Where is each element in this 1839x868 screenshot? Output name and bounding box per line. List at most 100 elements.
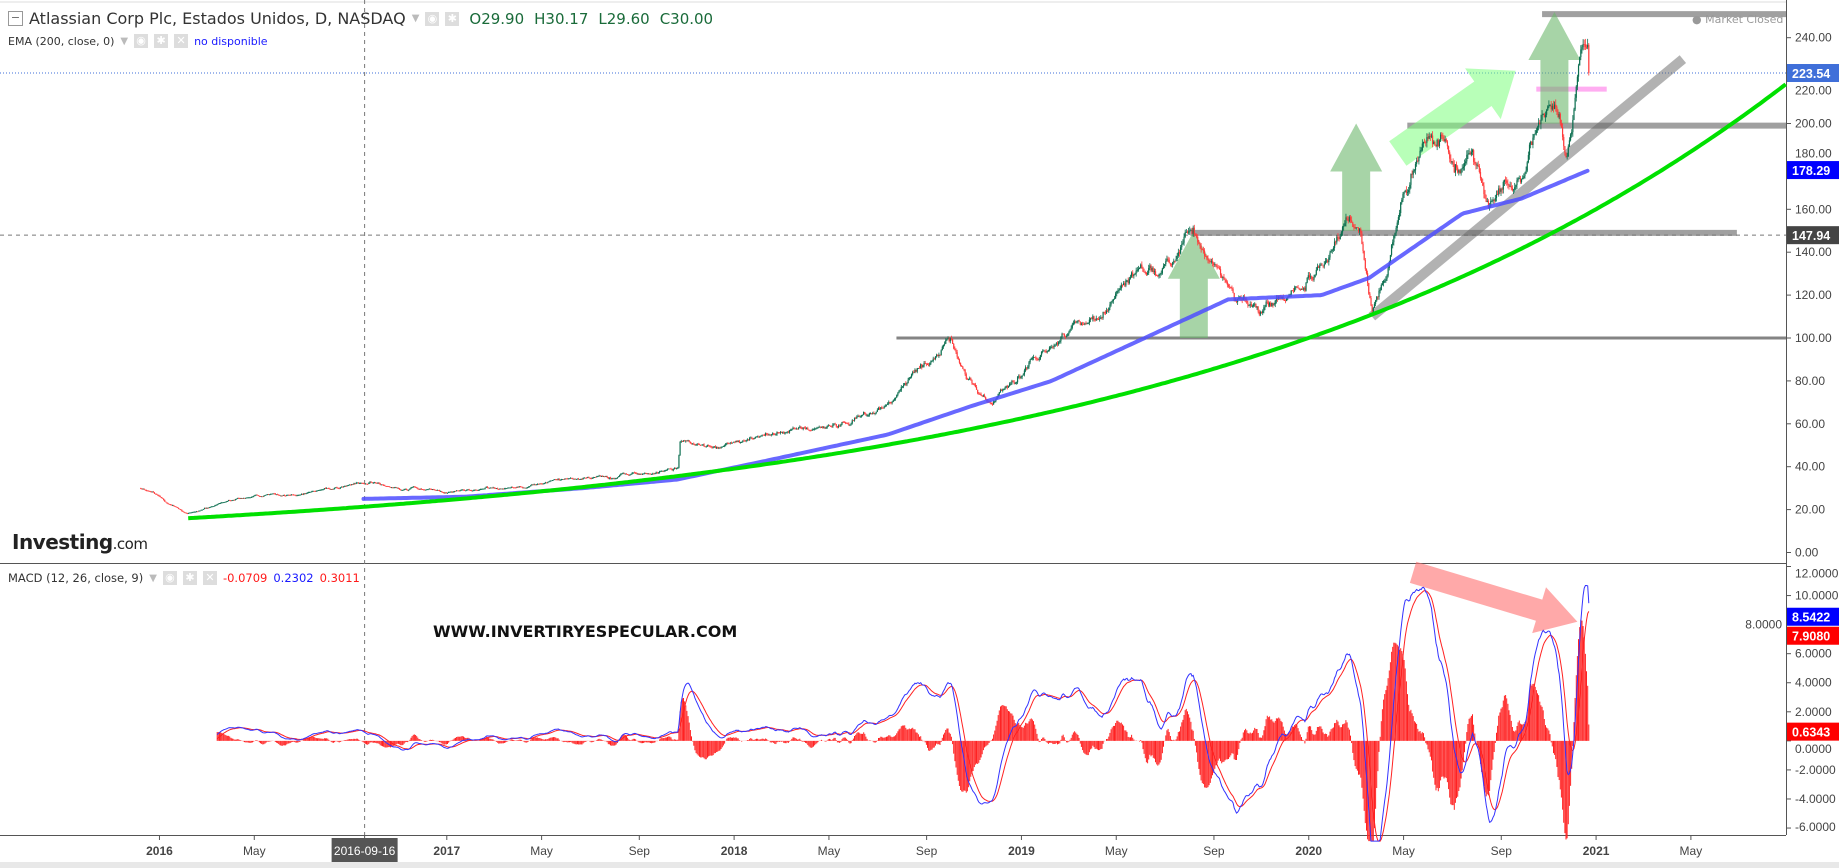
candle [1015, 381, 1018, 385]
candle-body [532, 484, 534, 486]
candle [910, 373, 913, 379]
candle [1104, 310, 1106, 316]
candle-body [1275, 298, 1277, 301]
candle [1060, 336, 1062, 344]
candle [1209, 258, 1211, 263]
candle [216, 503, 218, 506]
candle [944, 341, 946, 347]
candle [831, 425, 833, 428]
candle [932, 356, 934, 363]
candle [759, 435, 761, 438]
candle [1202, 246, 1205, 254]
candle [905, 381, 907, 386]
candle-body [1420, 150, 1422, 152]
candle [1368, 282, 1370, 295]
candle [1492, 197, 1494, 204]
candle-body [1175, 259, 1177, 262]
candle-body [1299, 288, 1301, 290]
candle [281, 495, 283, 497]
candle [218, 502, 221, 505]
candle [1154, 268, 1157, 277]
candle-body [582, 478, 584, 480]
candle-body [316, 490, 319, 492]
candle-body [663, 470, 665, 472]
candle-body [1345, 217, 1347, 224]
candle [701, 444, 703, 446]
candle [934, 356, 937, 361]
green-arrow [1330, 123, 1383, 231]
candle [1506, 177, 1508, 186]
candle-body [931, 360, 933, 362]
candle-body [349, 484, 352, 486]
candle [1315, 267, 1317, 276]
candle-body [1538, 122, 1540, 128]
candle-body [501, 488, 503, 490]
candle [598, 474, 600, 477]
candle-body [578, 478, 580, 480]
candle [744, 440, 746, 442]
candle [749, 436, 751, 441]
candle-body [806, 428, 808, 430]
candle-body [489, 487, 491, 489]
candle-body [616, 477, 618, 479]
candle-body [475, 489, 477, 491]
candle-body [923, 362, 925, 366]
candle-body [156, 493, 158, 495]
candle [372, 482, 374, 484]
candle [1178, 249, 1181, 257]
candle-body [1432, 135, 1434, 144]
candle [921, 363, 923, 370]
candle [1255, 303, 1257, 309]
candle-body [1373, 303, 1376, 308]
candle-body [1443, 138, 1445, 142]
candle-body [1112, 299, 1114, 301]
candle-body [572, 478, 574, 480]
candle [692, 443, 694, 445]
candle [1190, 228, 1192, 232]
candle [310, 491, 312, 493]
candle-body [399, 488, 401, 490]
candle-body [465, 490, 467, 492]
candle-body [852, 420, 854, 422]
candle-body [788, 430, 791, 433]
candle [1054, 344, 1056, 347]
candle [1507, 179, 1509, 189]
candle-body [485, 486, 487, 488]
candle-body [1013, 381, 1015, 384]
candle [205, 507, 207, 509]
candle [782, 431, 784, 434]
candle-body [1145, 273, 1148, 275]
candle-body [1295, 286, 1297, 288]
candle [189, 512, 191, 514]
candle [656, 471, 658, 474]
candle-body [1102, 312, 1104, 318]
candle-body [914, 369, 916, 373]
candle-body [377, 482, 379, 484]
candle-body [525, 487, 527, 489]
candle-body [318, 490, 320, 491]
candle-body [1088, 319, 1091, 323]
candle-body [1085, 323, 1087, 325]
candle [760, 435, 762, 437]
candle [657, 472, 660, 474]
candle [857, 414, 859, 418]
candle-body [1133, 274, 1135, 277]
candle [1053, 343, 1055, 350]
candle-body [1162, 265, 1165, 269]
candle [462, 489, 465, 491]
candle [1458, 169, 1460, 176]
candle [267, 493, 270, 496]
candle-body [680, 441, 682, 442]
candle [1384, 278, 1386, 284]
candle-body [1003, 389, 1005, 390]
candle-body [617, 476, 620, 478]
candle-body [1517, 178, 1519, 181]
candle [172, 504, 174, 507]
candle [1166, 255, 1168, 262]
candle [1546, 108, 1548, 118]
candle [967, 378, 970, 381]
candle [291, 494, 294, 496]
candle [1365, 268, 1368, 275]
candle [1157, 274, 1159, 278]
